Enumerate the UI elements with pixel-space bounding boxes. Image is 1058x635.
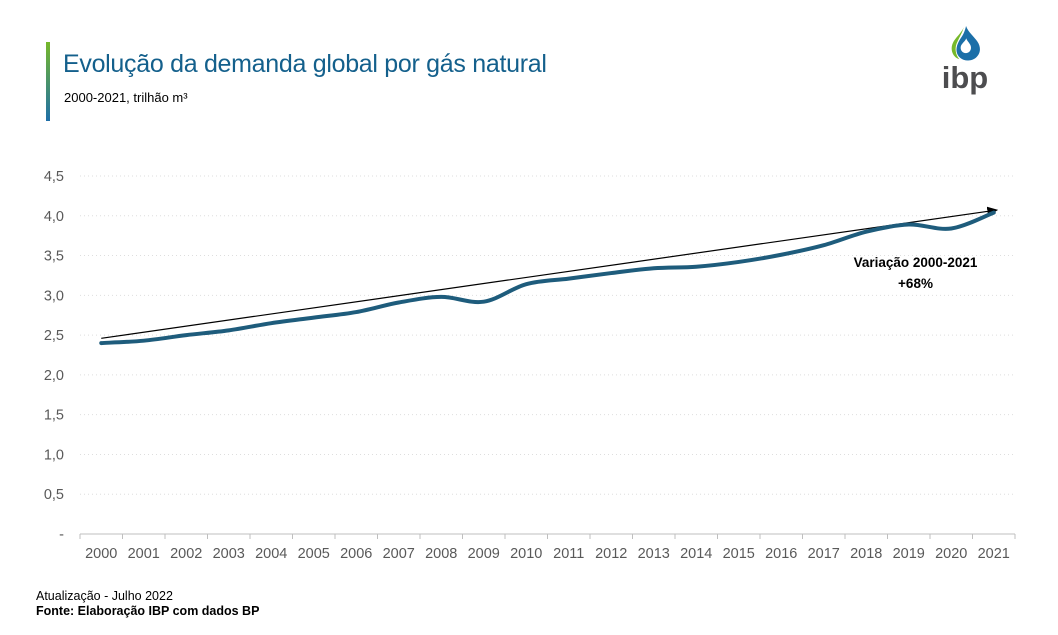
y-axis-label: 0,5 bbox=[44, 487, 64, 503]
x-axis-label: 2006 bbox=[340, 546, 372, 562]
x-axis-label: 2010 bbox=[510, 546, 542, 562]
x-axis-label: 2016 bbox=[765, 546, 797, 562]
x-axis-label: 2009 bbox=[468, 546, 500, 562]
x-axis-label: 2003 bbox=[213, 546, 245, 562]
variation-annotation-line1: Variação 2000-2021 bbox=[853, 255, 978, 270]
y-axis-label: 1,5 bbox=[44, 408, 64, 424]
x-axis-label: 2007 bbox=[383, 546, 415, 562]
x-axis-label: 2015 bbox=[723, 546, 755, 562]
y-axis-label: 2,5 bbox=[44, 328, 64, 344]
footer: Atualização - Julho 2022 Fonte: Elaboraç… bbox=[36, 589, 259, 618]
y-axis-label: 2,0 bbox=[44, 368, 64, 384]
y-axis-label: 1,0 bbox=[44, 447, 64, 463]
page-subtitle: 2000-2021, trilhão m³ bbox=[64, 90, 188, 105]
variation-annotation: Variação 2000-2021 +68% bbox=[818, 252, 1013, 294]
footer-update-date: Atualização - Julho 2022 bbox=[36, 589, 173, 603]
y-axis-label: 3,0 bbox=[44, 288, 64, 304]
demand-series-line bbox=[99, 210, 996, 346]
title-accent-bar bbox=[46, 42, 50, 121]
y-axis-label: - bbox=[59, 527, 64, 543]
ibp-logo-text: ibp bbox=[941, 60, 989, 95]
x-axis-label: 2001 bbox=[128, 546, 160, 562]
ibp-logo: ibp bbox=[920, 26, 1010, 93]
x-axis-label: 2012 bbox=[595, 546, 627, 562]
x-axis-label: 2004 bbox=[255, 546, 287, 562]
x-axis-label: 2005 bbox=[298, 546, 330, 562]
x-axis-label: 2020 bbox=[935, 546, 967, 562]
y-axis-label: 4,0 bbox=[44, 209, 64, 225]
x-axis-label: 2019 bbox=[893, 546, 925, 562]
x-axis-label: 2008 bbox=[425, 546, 457, 562]
page-title: Evolução da demanda global por gás natur… bbox=[63, 50, 547, 78]
x-axis-label: 2021 bbox=[978, 546, 1010, 562]
trend-arrow bbox=[101, 206, 999, 339]
ibp-droplet-icon bbox=[951, 26, 980, 61]
y-axis-label: 3,5 bbox=[44, 249, 64, 265]
variation-annotation-line2: +68% bbox=[898, 276, 933, 291]
x-axis-label: 2002 bbox=[170, 546, 202, 562]
footer-source: Fonte: Elaboração IBP com dados BP bbox=[36, 603, 260, 618]
x-axis-label: 2014 bbox=[680, 546, 712, 562]
x-axis-label: 2017 bbox=[808, 546, 840, 562]
y-axis-label: 4,5 bbox=[44, 169, 64, 185]
x-axis-label: 2011 bbox=[553, 546, 584, 562]
x-axis-label: 2013 bbox=[638, 546, 670, 562]
x-axis-label: 2018 bbox=[850, 546, 882, 562]
x-axis-label: 2000 bbox=[85, 546, 117, 562]
